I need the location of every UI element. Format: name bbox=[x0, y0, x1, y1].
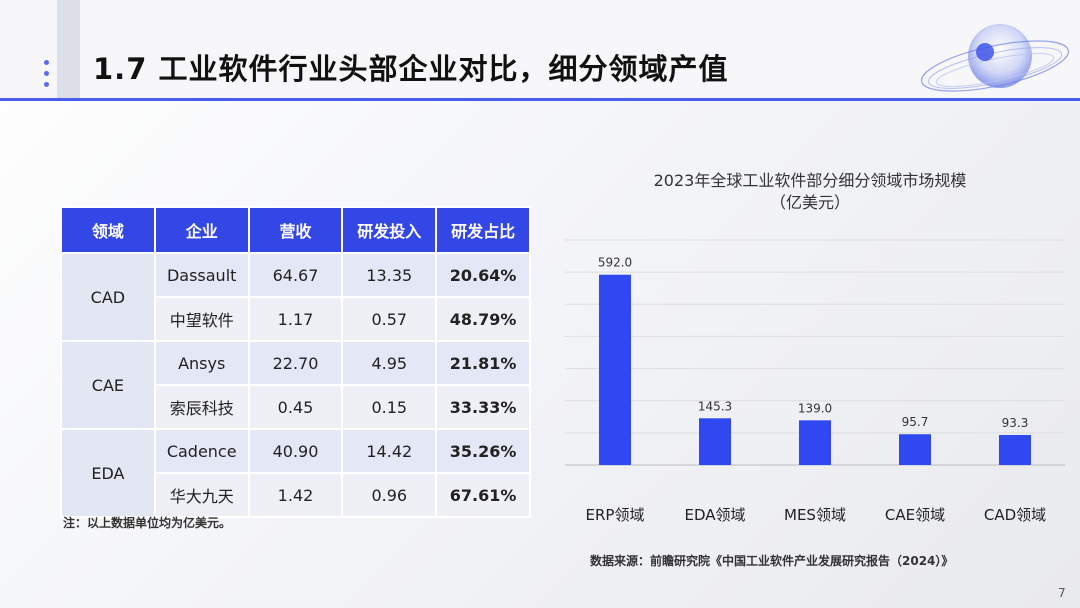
data-label-0: 592.0 bbox=[598, 256, 632, 270]
chart-subtitle: （亿美元） bbox=[769, 193, 850, 212]
bar-3 bbox=[899, 434, 931, 465]
category-label-0: ERP领域 bbox=[586, 506, 645, 524]
ratio-cell: 67.61% bbox=[435, 472, 531, 518]
header-rule bbox=[0, 98, 1080, 101]
bar-4 bbox=[999, 435, 1031, 465]
header-revenue: 营收 bbox=[247, 206, 344, 254]
domain-cell: EDA bbox=[60, 428, 156, 518]
ratio-cell: 48.79% bbox=[435, 296, 531, 342]
category-label-2: MES领域 bbox=[784, 506, 846, 524]
chart-title: 2023年全球工业软件部分细分领域市场规模 bbox=[653, 171, 967, 190]
company-cell: Cadence bbox=[153, 428, 250, 474]
table-row: 华大九天 1.42 0.96 67.61% bbox=[61, 472, 531, 518]
table-row: CAE Ansys 22.70 4.95 21.81% bbox=[60, 340, 531, 430]
header-rd-ratio: 研发占比 bbox=[435, 206, 531, 254]
header-rd: 研发投入 bbox=[341, 206, 438, 254]
rd-cell: 4.95 bbox=[341, 340, 438, 386]
rd-cell: 0.57 bbox=[341, 296, 438, 342]
data-source: 数据来源：前瞻研究院《中国工业软件产业发展研究报告（2024）》 bbox=[590, 554, 954, 568]
ratio-cell: 35.26% bbox=[435, 428, 531, 474]
company-comparison-table: 领域 企业 营收 研发投入 研发占比 CAD Dassault 64.67 13… bbox=[60, 206, 531, 518]
table-row: CAD Dassault 64.67 13.35 20.64% bbox=[60, 252, 531, 342]
market-size-bar-chart: 592.0 ERP领域 145.3 EDA领域 139.0 MES领域 95.7 CAE领域 9… bbox=[565, 239, 1065, 524]
data-label-2: 139.0 bbox=[798, 401, 832, 415]
page-title: 1.7 工业软件行业头部企业对比，细分领域产值 bbox=[93, 52, 729, 86]
chart-title-block: 2023年全球工业软件部分细分领域市场规模 （亿美元） bbox=[560, 170, 1060, 214]
company-cell: 索辰科技 bbox=[153, 384, 250, 430]
bar-2 bbox=[799, 420, 831, 465]
table-row: EDA Cadence 40.90 14.42 35.26% bbox=[60, 428, 531, 518]
bar-1 bbox=[699, 418, 731, 465]
ratio-cell: 20.64% bbox=[435, 252, 531, 298]
unit-note: 注：以上数据单位均为亿美元。 bbox=[63, 516, 232, 530]
bar-0 bbox=[599, 274, 631, 465]
data-label-1: 145.3 bbox=[698, 399, 732, 413]
table-header-row: 领域 企业 营收 研发投入 研发占比 bbox=[60, 206, 531, 254]
domain-cell: CAD bbox=[60, 252, 156, 342]
data-label-4: 93.3 bbox=[1002, 416, 1029, 430]
revenue-cell: 64.67 bbox=[247, 252, 344, 298]
rd-cell: 14.42 bbox=[341, 428, 438, 474]
company-cell: 华大九天 bbox=[153, 472, 250, 518]
revenue-cell: 1.17 bbox=[247, 296, 344, 342]
decorative-dots bbox=[44, 60, 50, 93]
header-accent-bar bbox=[57, 0, 80, 100]
company-cell: 中望软件 bbox=[153, 296, 250, 342]
revenue-cell: 0.45 bbox=[247, 384, 344, 430]
ratio-cell: 33.33% bbox=[435, 384, 531, 430]
rd-cell: 13.35 bbox=[341, 252, 438, 298]
rd-cell: 0.15 bbox=[341, 384, 438, 430]
domain-cell: CAE bbox=[60, 340, 156, 430]
category-label-3: CAE领域 bbox=[885, 506, 945, 524]
revenue-cell: 40.90 bbox=[247, 428, 344, 474]
ratio-cell: 21.81% bbox=[435, 340, 531, 386]
data-label-3: 95.7 bbox=[902, 415, 929, 429]
category-label-1: EDA领域 bbox=[684, 506, 745, 524]
company-cell: Dassault bbox=[153, 252, 250, 298]
header-domain: 领域 bbox=[60, 206, 156, 254]
revenue-cell: 22.70 bbox=[247, 340, 344, 386]
header bbox=[0, 0, 1080, 100]
table-row: 中望软件 1.17 0.57 48.79% bbox=[61, 296, 531, 342]
company-cell: Ansys bbox=[153, 340, 250, 386]
page-number: 7 bbox=[1058, 586, 1066, 600]
rd-cell: 0.96 bbox=[341, 472, 438, 518]
revenue-cell: 1.42 bbox=[247, 472, 344, 518]
header-company: 企业 bbox=[153, 206, 250, 254]
planet-logo-icon bbox=[920, 24, 1070, 92]
table-row: 索辰科技 0.45 0.15 33.33% bbox=[61, 384, 531, 430]
category-label-4: CAD领域 bbox=[984, 506, 1046, 524]
